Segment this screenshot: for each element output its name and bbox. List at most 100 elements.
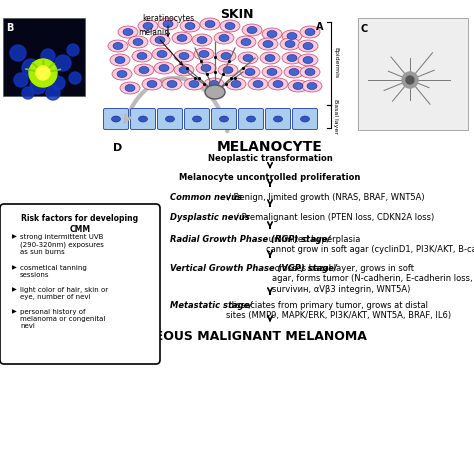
Text: SKIN: SKIN — [220, 8, 254, 21]
Ellipse shape — [112, 68, 132, 80]
Ellipse shape — [300, 26, 320, 38]
Circle shape — [402, 72, 418, 88]
Ellipse shape — [125, 85, 135, 91]
Ellipse shape — [147, 81, 157, 87]
Ellipse shape — [189, 81, 199, 87]
Text: A: A — [316, 22, 323, 32]
Ellipse shape — [180, 20, 200, 32]
Ellipse shape — [293, 82, 303, 90]
Text: CUTANEOUS MALIGNANT MELANOMA: CUTANEOUS MALIGNANT MELANOMA — [108, 330, 366, 343]
Text: light color of hair, skin or
eye, number of nevi: light color of hair, skin or eye, number… — [20, 287, 108, 300]
Ellipse shape — [242, 24, 262, 36]
Ellipse shape — [108, 40, 128, 52]
Ellipse shape — [267, 68, 277, 76]
Ellipse shape — [280, 38, 300, 50]
Ellipse shape — [289, 68, 299, 76]
Ellipse shape — [163, 21, 173, 27]
Ellipse shape — [253, 81, 263, 87]
Text: B: B — [6, 23, 13, 33]
Ellipse shape — [240, 66, 260, 78]
Ellipse shape — [113, 42, 123, 50]
Ellipse shape — [219, 116, 228, 122]
Circle shape — [22, 59, 40, 77]
Circle shape — [69, 72, 81, 84]
Circle shape — [51, 76, 65, 90]
Ellipse shape — [132, 50, 152, 62]
FancyBboxPatch shape — [211, 108, 237, 130]
Ellipse shape — [155, 36, 165, 44]
FancyBboxPatch shape — [3, 18, 85, 96]
Ellipse shape — [219, 35, 229, 41]
Circle shape — [41, 49, 55, 63]
Ellipse shape — [260, 52, 280, 64]
Ellipse shape — [205, 21, 215, 27]
Ellipse shape — [303, 42, 313, 50]
Circle shape — [55, 55, 71, 71]
Ellipse shape — [267, 31, 277, 37]
Ellipse shape — [139, 67, 149, 73]
Ellipse shape — [273, 116, 283, 122]
Ellipse shape — [287, 54, 297, 62]
Ellipse shape — [200, 18, 220, 30]
FancyBboxPatch shape — [0, 204, 160, 364]
Ellipse shape — [196, 62, 216, 74]
Ellipse shape — [268, 78, 288, 90]
Ellipse shape — [142, 78, 162, 90]
Ellipse shape — [218, 64, 238, 76]
Ellipse shape — [143, 22, 153, 30]
Text: ▶: ▶ — [12, 265, 17, 270]
FancyBboxPatch shape — [238, 108, 264, 130]
Ellipse shape — [118, 26, 138, 38]
Text: Basal layer: Basal layer — [333, 99, 338, 134]
Ellipse shape — [111, 116, 120, 122]
Ellipse shape — [192, 34, 212, 46]
Ellipse shape — [174, 64, 194, 76]
Ellipse shape — [287, 32, 297, 40]
Circle shape — [46, 86, 60, 100]
Text: C: C — [361, 24, 368, 34]
Ellipse shape — [174, 50, 194, 62]
Circle shape — [36, 66, 50, 80]
Ellipse shape — [205, 85, 225, 99]
Circle shape — [29, 59, 57, 87]
Ellipse shape — [128, 36, 148, 48]
Ellipse shape — [282, 52, 302, 64]
Text: strong intermittent UVB
(290-320nm) exposures
as sun burns: strong intermittent UVB (290-320nm) expo… — [20, 234, 104, 255]
Ellipse shape — [305, 28, 315, 36]
Text: dissociates from primary tumor, grows at distal
sites (MMP9, MAPK/ERK, PI3K/AKT,: dissociates from primary tumor, grows at… — [226, 301, 451, 320]
Ellipse shape — [197, 36, 207, 44]
Ellipse shape — [231, 81, 241, 87]
Ellipse shape — [159, 64, 169, 72]
Circle shape — [30, 78, 46, 94]
Text: Dysplastic nevus: Dysplastic nevus — [170, 213, 250, 222]
Text: ▶: ▶ — [12, 309, 17, 314]
Text: melanin: melanin — [138, 28, 182, 65]
Ellipse shape — [288, 80, 308, 92]
Ellipse shape — [185, 22, 195, 30]
Ellipse shape — [298, 40, 318, 52]
Ellipse shape — [303, 57, 313, 63]
Ellipse shape — [177, 35, 187, 41]
Ellipse shape — [110, 54, 130, 66]
Ellipse shape — [282, 30, 302, 42]
Ellipse shape — [265, 54, 275, 62]
Ellipse shape — [138, 20, 158, 32]
Ellipse shape — [221, 53, 231, 59]
Ellipse shape — [167, 81, 177, 87]
Text: cosmetical tanning
sessions: cosmetical tanning sessions — [20, 265, 87, 278]
Ellipse shape — [115, 57, 125, 63]
Ellipse shape — [258, 38, 278, 50]
Ellipse shape — [138, 116, 147, 122]
Ellipse shape — [194, 48, 214, 60]
Ellipse shape — [301, 116, 310, 122]
Ellipse shape — [179, 53, 189, 59]
Ellipse shape — [305, 68, 315, 76]
Ellipse shape — [184, 78, 204, 90]
FancyBboxPatch shape — [184, 108, 210, 130]
Text: keratinocytes: keratinocytes — [142, 14, 194, 36]
Ellipse shape — [165, 116, 174, 122]
Ellipse shape — [204, 78, 224, 90]
Ellipse shape — [123, 28, 133, 36]
FancyBboxPatch shape — [130, 108, 155, 130]
FancyBboxPatch shape — [292, 108, 318, 130]
